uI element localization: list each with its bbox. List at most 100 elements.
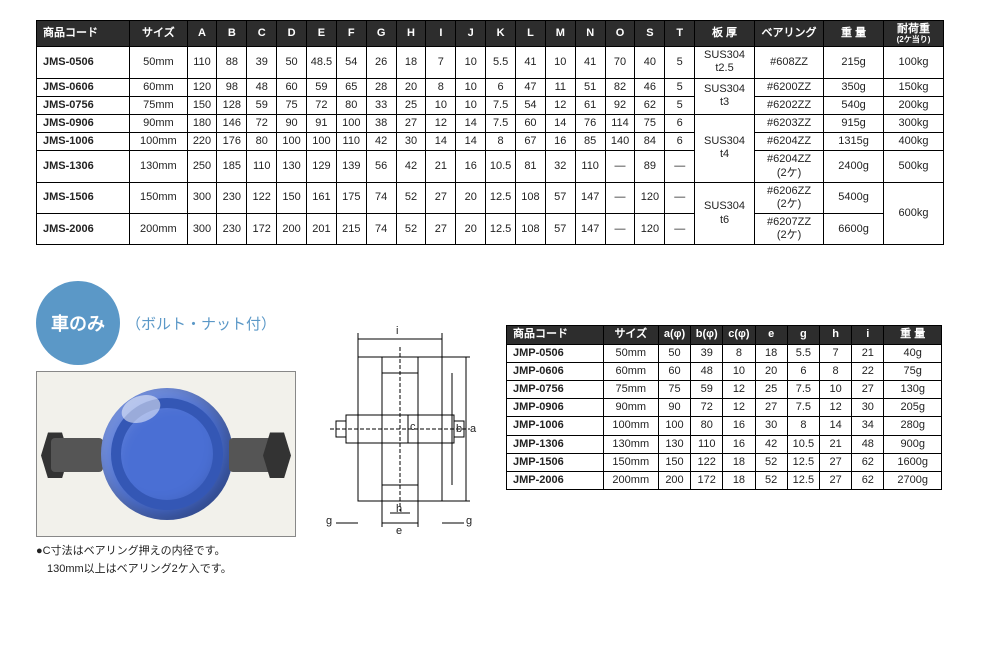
- cell: JMP-0906: [507, 399, 604, 417]
- cell: #6204ZZ (2ケ): [754, 151, 823, 182]
- th-load-label: 耐荷重: [897, 23, 930, 35]
- cell: 52: [396, 182, 426, 213]
- t2-th-e: e: [755, 326, 787, 344]
- th-J: J: [456, 21, 486, 47]
- cell: 12: [819, 399, 851, 417]
- cell: 5: [665, 47, 695, 78]
- cell: 6: [665, 133, 695, 151]
- cell: 280g: [884, 417, 942, 435]
- cell: —: [665, 182, 695, 213]
- cell: 12.5: [787, 471, 819, 489]
- cell: 122: [691, 453, 723, 471]
- t2-th-g: g: [787, 326, 819, 344]
- cell: 59: [307, 78, 337, 96]
- cell: 75: [635, 114, 665, 132]
- cell: 110: [575, 151, 605, 182]
- cell: 98: [217, 78, 247, 96]
- cell: 120: [187, 78, 217, 96]
- cell: SUS304 t2.5: [695, 47, 755, 78]
- t2-th-i: i: [852, 326, 884, 344]
- cell: #6200ZZ: [754, 78, 823, 96]
- table-row: JMS-1306130mm250185110130129139564221161…: [37, 151, 944, 182]
- cell: 27: [396, 114, 426, 132]
- cell: 85: [575, 133, 605, 151]
- cell: SUS304 t6: [695, 182, 755, 245]
- cell: 18: [723, 471, 755, 489]
- cell: #6204ZZ: [754, 133, 823, 151]
- cell: 20: [396, 78, 426, 96]
- cell: 230: [217, 214, 247, 245]
- cell: 201: [307, 214, 337, 245]
- cell: 120: [635, 182, 665, 213]
- badge-row: 車のみ （ボルト・ナット付）: [36, 281, 298, 365]
- cell: 120: [635, 214, 665, 245]
- label-c: c: [410, 421, 416, 433]
- cell: 84: [635, 133, 665, 151]
- cell: #608ZZ: [754, 47, 823, 78]
- cell: 30: [396, 133, 426, 151]
- cell: 6600g: [824, 214, 884, 245]
- label-g-right: g: [466, 515, 472, 527]
- cell: 50: [277, 47, 307, 78]
- cell: 50mm: [603, 344, 658, 362]
- cell: 100kg: [883, 47, 943, 78]
- cell: 25: [396, 96, 426, 114]
- cell: 5.5: [787, 344, 819, 362]
- cell: 54: [336, 47, 366, 78]
- cell: 62: [635, 96, 665, 114]
- cell: 12.5: [787, 453, 819, 471]
- note-line-2: 130mm以上はベアリング2ケ入です。: [36, 561, 298, 579]
- th-O: O: [605, 21, 635, 47]
- th-M: M: [545, 21, 575, 47]
- cell: JMP-1506: [507, 453, 604, 471]
- cell: 89: [635, 151, 665, 182]
- cell: 110: [691, 435, 723, 453]
- cell: 70: [605, 47, 635, 78]
- cell: 220: [187, 133, 217, 151]
- th-size: サイズ: [130, 21, 187, 47]
- cell: 48: [852, 435, 884, 453]
- th-N: N: [575, 21, 605, 47]
- cell: 100mm: [130, 133, 187, 151]
- cell: 25: [755, 381, 787, 399]
- cell: 39: [247, 47, 277, 78]
- cell: 10.5: [787, 435, 819, 453]
- cell: 230: [217, 182, 247, 213]
- cell: —: [605, 214, 635, 245]
- cell: JMS-2006: [37, 214, 130, 245]
- cell: SUS304 t3: [695, 78, 755, 114]
- cell: 215: [336, 214, 366, 245]
- th-D: D: [277, 21, 307, 47]
- label-i: i: [396, 325, 398, 337]
- cell: 10: [723, 362, 755, 380]
- cell: 90mm: [603, 399, 658, 417]
- cell: 76: [575, 114, 605, 132]
- cell: 59: [247, 96, 277, 114]
- cell: 47: [516, 78, 546, 96]
- cell: 146: [217, 114, 247, 132]
- label-h: h: [396, 503, 402, 515]
- th-S: S: [635, 21, 665, 47]
- cell: 34: [852, 417, 884, 435]
- cell: 300: [187, 214, 217, 245]
- t2-th-b: b(φ): [691, 326, 723, 344]
- cell: —: [665, 151, 695, 182]
- cell: 50mm: [130, 47, 187, 78]
- cell: 14: [426, 133, 456, 151]
- cell: 175: [336, 182, 366, 213]
- cell: 61: [575, 96, 605, 114]
- cell: 900g: [884, 435, 942, 453]
- spec-table-main: 商品コード サイズ A B C D E F G H I J K L M N O …: [36, 20, 944, 245]
- cell: 130: [277, 151, 307, 182]
- cell: 74: [366, 214, 396, 245]
- cell: 12.5: [486, 214, 516, 245]
- cell: 7: [819, 344, 851, 362]
- cell: 88: [217, 47, 247, 78]
- footnotes: ●C寸法はベアリング押えの内径です。 130mm以上はベアリング2ケ入です。: [36, 543, 298, 578]
- cell: 60mm: [603, 362, 658, 380]
- cell: JMS-0756: [37, 96, 130, 114]
- cell: 54: [516, 96, 546, 114]
- cell: 140: [605, 133, 635, 151]
- th-K: K: [486, 21, 516, 47]
- cell: 60mm: [130, 78, 187, 96]
